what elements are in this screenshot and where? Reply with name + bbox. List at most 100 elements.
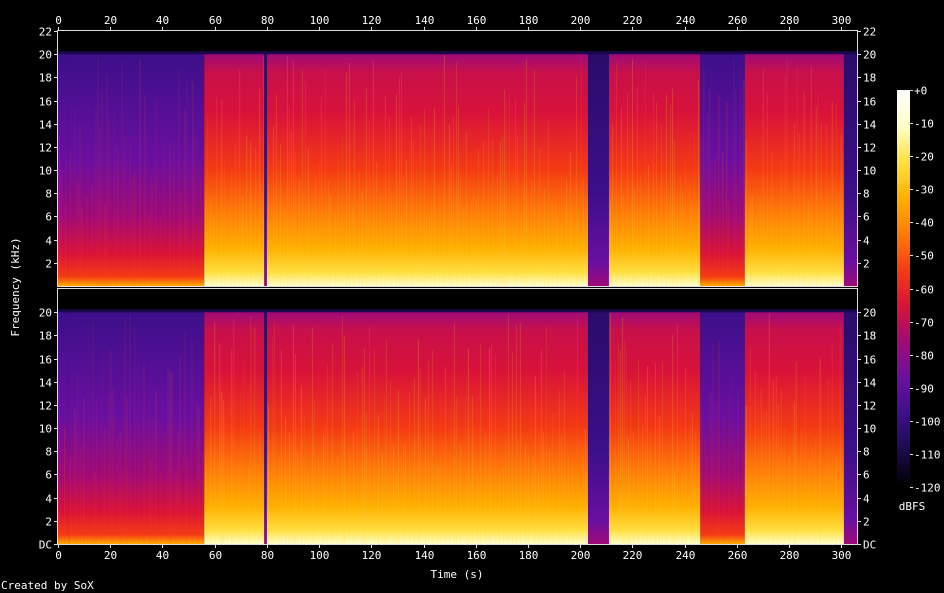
texture-streak [545, 325, 547, 544]
texture-streak [227, 462, 229, 544]
texture-streak [81, 208, 83, 286]
y-tick-label-right: 6 [863, 469, 870, 482]
texture-streak [320, 96, 322, 286]
y-tick-label-right: 18 [863, 72, 876, 85]
texture-streak [673, 140, 675, 286]
texture-streak [476, 471, 478, 544]
x-tick-label-bottom: 180 [519, 549, 539, 562]
texture-streak [496, 174, 498, 286]
colorbar-tick-label: -20 [914, 151, 934, 164]
texture-streak [246, 135, 248, 286]
texture-streak [272, 126, 274, 286]
y-tick-label-right: 20 [863, 307, 876, 320]
texture-streak [77, 373, 79, 544]
texture-streak [614, 361, 616, 544]
texture-streak [59, 382, 60, 544]
texture-streak [775, 215, 777, 286]
texture-streak [455, 396, 457, 544]
texture-streak [408, 391, 410, 544]
spectrum-segment-2-4 [264, 312, 267, 544]
y-tick-label-right: DC [863, 539, 876, 552]
texture-streak [810, 65, 812, 286]
texture-streak [759, 196, 761, 286]
texture-streak [537, 470, 539, 544]
y-tick-label-left: 4 [45, 493, 52, 506]
texture-streak [666, 469, 668, 544]
texture-streak [348, 451, 350, 544]
texture-streak [188, 203, 190, 286]
texture-streak [777, 403, 779, 544]
spectrum-segment-1-9 [744, 54, 844, 286]
texture-streak [410, 116, 412, 287]
texture-streak [577, 213, 579, 286]
y-tick-label-right: 8 [863, 446, 870, 459]
spectrum-segment-1-10 [843, 54, 857, 286]
colorbar-tick-label: -10 [914, 118, 934, 131]
y-tick-label-left: 6 [45, 469, 52, 482]
x-tick-label-bottom: 20 [104, 549, 117, 562]
texture-streak [840, 134, 842, 286]
texture-streak [365, 88, 367, 287]
texture-streak [504, 438, 506, 544]
texture-streak [267, 145, 269, 286]
texture-streak [155, 391, 157, 544]
texture-streak [728, 200, 730, 286]
texture-streak [400, 456, 402, 544]
spectrum-segment-1-6 [588, 54, 609, 286]
y-tick-label-right: 4 [863, 493, 870, 506]
texture-streak [243, 361, 245, 544]
plot-frame-2 [57, 288, 858, 545]
texture-streak [192, 81, 194, 287]
y-tick-label-right: 18 [863, 330, 876, 343]
texture-streak [530, 179, 532, 286]
texture-streak [214, 322, 216, 544]
texture-streak [126, 397, 128, 544]
texture-streak [318, 162, 320, 286]
texture-streak [395, 471, 397, 544]
spectrum-segment-1-8 [700, 54, 745, 286]
texture-streak [395, 94, 397, 286]
texture-streak [627, 438, 629, 544]
texture-streak [419, 124, 421, 286]
x-tick-label-bottom: 300 [832, 549, 852, 562]
texture-streak [304, 81, 306, 286]
texture-streak [450, 166, 452, 286]
texture-streak [654, 362, 656, 544]
cutoff-band-2 [58, 309, 857, 313]
texture-streak [647, 165, 649, 286]
texture-streak [186, 81, 188, 286]
texture-streak [575, 75, 577, 286]
texture-streak [116, 436, 118, 544]
texture-streak [646, 366, 648, 544]
texture-streak [381, 452, 383, 544]
texture-streak [124, 318, 126, 544]
texture-streak [734, 449, 736, 544]
spectrogram-plots [58, 31, 857, 544]
texture-streak [448, 123, 450, 287]
texture-streak [400, 72, 402, 286]
texture-streak [373, 350, 375, 544]
texture-streak [835, 104, 837, 286]
texture-streak [507, 314, 509, 544]
x-tick-label-bottom: 200 [571, 549, 591, 562]
texture-streak [757, 406, 759, 544]
texture-streak [563, 370, 565, 544]
texture-streak [69, 149, 71, 286]
texture-streak [465, 130, 467, 286]
texture-streak [633, 187, 635, 286]
texture-streak [484, 434, 486, 544]
texture-streak [543, 188, 545, 286]
texture-streak [712, 343, 714, 544]
texture-streak [644, 62, 646, 287]
texture-streak [238, 462, 240, 544]
texture-streak [514, 98, 516, 286]
texture-streak [148, 417, 150, 544]
texture-streak [661, 361, 663, 544]
spectrum-segment-1-1 [58, 54, 69, 286]
texture-streak [453, 323, 455, 544]
texture-streak [439, 456, 441, 544]
texture-streak [542, 432, 544, 544]
y-tick-label-right: 4 [863, 235, 870, 248]
texture-streak [547, 120, 549, 287]
